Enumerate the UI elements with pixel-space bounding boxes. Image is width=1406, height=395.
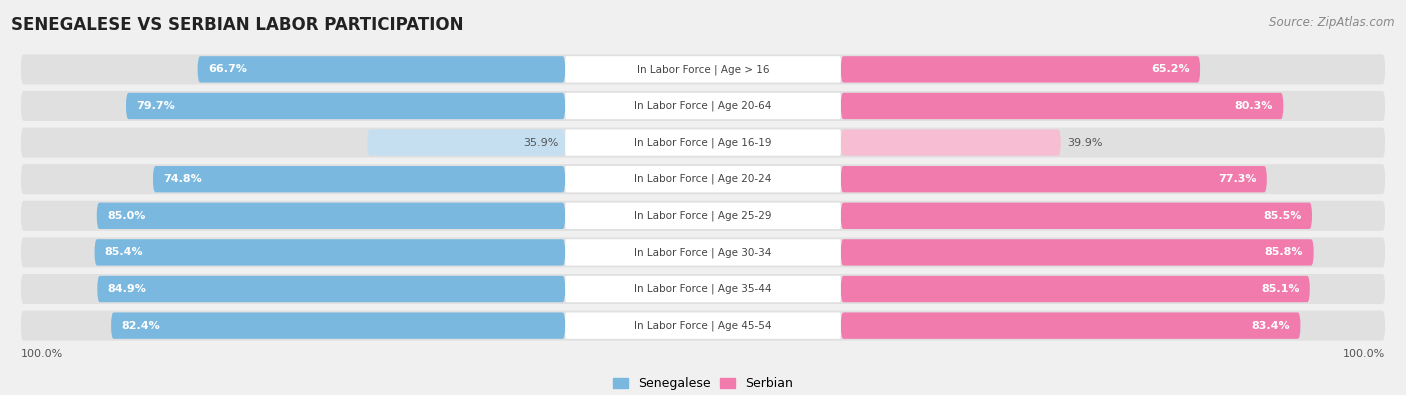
FancyBboxPatch shape: [565, 312, 841, 339]
FancyBboxPatch shape: [21, 128, 1385, 158]
FancyBboxPatch shape: [153, 166, 565, 192]
Text: 85.8%: 85.8%: [1265, 247, 1303, 258]
Text: 79.7%: 79.7%: [136, 101, 174, 111]
FancyBboxPatch shape: [565, 56, 841, 83]
Text: 85.1%: 85.1%: [1261, 284, 1299, 294]
Legend: Senegalese, Serbian: Senegalese, Serbian: [607, 372, 799, 395]
Text: In Labor Force | Age > 16: In Labor Force | Age > 16: [637, 64, 769, 75]
FancyBboxPatch shape: [565, 276, 841, 302]
FancyBboxPatch shape: [21, 164, 1385, 194]
Text: 82.4%: 82.4%: [121, 321, 160, 331]
FancyBboxPatch shape: [21, 310, 1385, 340]
Text: 65.2%: 65.2%: [1152, 64, 1189, 74]
Text: In Labor Force | Age 20-24: In Labor Force | Age 20-24: [634, 174, 772, 184]
Text: In Labor Force | Age 25-29: In Labor Force | Age 25-29: [634, 211, 772, 221]
Text: In Labor Force | Age 16-19: In Labor Force | Age 16-19: [634, 137, 772, 148]
FancyBboxPatch shape: [565, 130, 841, 156]
Text: 77.3%: 77.3%: [1218, 174, 1257, 184]
FancyBboxPatch shape: [94, 239, 565, 265]
FancyBboxPatch shape: [841, 312, 1301, 339]
FancyBboxPatch shape: [841, 130, 1060, 156]
Text: 74.8%: 74.8%: [163, 174, 202, 184]
Text: 66.7%: 66.7%: [208, 64, 247, 74]
FancyBboxPatch shape: [565, 239, 841, 265]
Text: Source: ZipAtlas.com: Source: ZipAtlas.com: [1270, 16, 1395, 29]
FancyBboxPatch shape: [21, 237, 1385, 267]
Text: In Labor Force | Age 20-64: In Labor Force | Age 20-64: [634, 101, 772, 111]
Text: 80.3%: 80.3%: [1234, 101, 1272, 111]
FancyBboxPatch shape: [841, 276, 1310, 302]
Text: 35.9%: 35.9%: [523, 137, 558, 148]
FancyBboxPatch shape: [21, 274, 1385, 304]
FancyBboxPatch shape: [841, 93, 1284, 119]
Text: 83.4%: 83.4%: [1251, 321, 1291, 331]
Text: 85.0%: 85.0%: [107, 211, 145, 221]
Text: In Labor Force | Age 30-34: In Labor Force | Age 30-34: [634, 247, 772, 258]
FancyBboxPatch shape: [111, 312, 565, 339]
FancyBboxPatch shape: [841, 56, 1201, 83]
Text: 85.4%: 85.4%: [105, 247, 143, 258]
FancyBboxPatch shape: [841, 166, 1267, 192]
Text: 85.5%: 85.5%: [1264, 211, 1302, 221]
FancyBboxPatch shape: [198, 56, 565, 83]
FancyBboxPatch shape: [97, 276, 565, 302]
FancyBboxPatch shape: [565, 93, 841, 119]
Text: 100.0%: 100.0%: [1343, 350, 1385, 359]
FancyBboxPatch shape: [127, 93, 565, 119]
FancyBboxPatch shape: [21, 201, 1385, 231]
Text: 84.9%: 84.9%: [108, 284, 146, 294]
FancyBboxPatch shape: [565, 203, 841, 229]
FancyBboxPatch shape: [97, 203, 565, 229]
Text: 100.0%: 100.0%: [21, 350, 63, 359]
FancyBboxPatch shape: [841, 203, 1312, 229]
Text: In Labor Force | Age 35-44: In Labor Force | Age 35-44: [634, 284, 772, 294]
FancyBboxPatch shape: [565, 166, 841, 192]
Text: In Labor Force | Age 45-54: In Labor Force | Age 45-54: [634, 320, 772, 331]
FancyBboxPatch shape: [841, 239, 1313, 265]
FancyBboxPatch shape: [367, 130, 565, 156]
Text: SENEGALESE VS SERBIAN LABOR PARTICIPATION: SENEGALESE VS SERBIAN LABOR PARTICIPATIO…: [11, 16, 464, 34]
FancyBboxPatch shape: [21, 91, 1385, 121]
Text: 39.9%: 39.9%: [1067, 137, 1104, 148]
FancyBboxPatch shape: [21, 55, 1385, 85]
